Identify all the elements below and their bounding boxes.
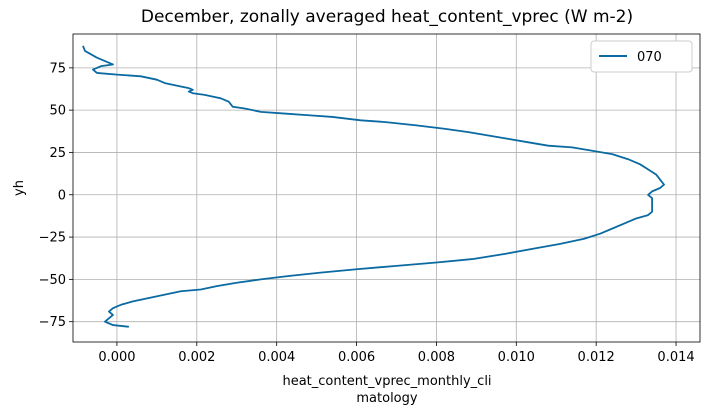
- chart-title: December, zonally averaged heat_content_…: [141, 7, 633, 27]
- x-axis-label-line-1: heat_content_vprec_monthly_cli: [282, 374, 491, 389]
- x-tick-label: 0.000: [98, 350, 135, 365]
- y-tick-label: −25: [39, 231, 66, 246]
- x-tick-label: 0.006: [338, 350, 375, 365]
- legend-box: [590, 40, 693, 73]
- x-tick-label: 0.010: [498, 350, 535, 365]
- y-tick-label: 50: [49, 104, 66, 119]
- x-tick-label: 0.008: [418, 350, 455, 365]
- y-tick-label: −75: [39, 315, 66, 330]
- y-tick-label: 25: [49, 146, 66, 161]
- series-layer: [82, 45, 665, 328]
- x-tick-label: 0.002: [178, 350, 215, 365]
- y-tick-label: 0: [58, 188, 66, 203]
- x-tick-label: 0.014: [657, 350, 694, 365]
- grid: [73, 34, 700, 342]
- y-tick-label: −50: [39, 273, 66, 288]
- legend: 070: [590, 40, 693, 73]
- ticks: 0.000 0.002 0.004 0.006 0.008 0.010 0.012 0.014…: [39, 61, 695, 365]
- y-axis-label: yh: [12, 180, 27, 196]
- x-axis-label-line-2: matology: [356, 391, 417, 406]
- legend-label: 070: [637, 50, 662, 65]
- x-tick-label: 0.004: [258, 350, 295, 365]
- series-line-070: [82, 45, 665, 328]
- plot-frame: [72, 33, 701, 343]
- x-tick-label: 0.012: [578, 350, 615, 365]
- y-tick-label: 75: [49, 61, 66, 76]
